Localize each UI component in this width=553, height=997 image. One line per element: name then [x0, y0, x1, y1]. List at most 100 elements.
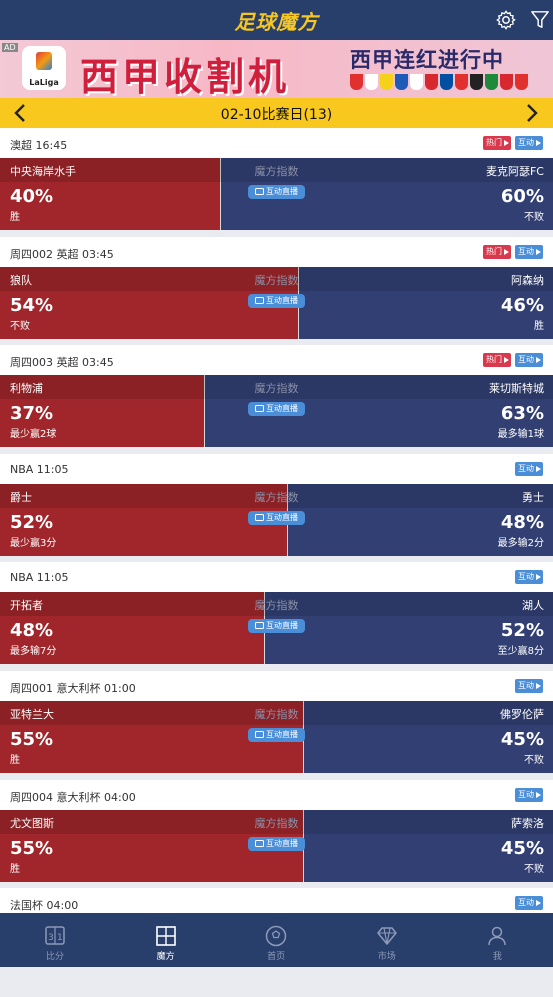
home-team: 狼队 — [10, 273, 32, 287]
match-card[interactable]: 澳超 16:45 热门 互动 魔方指数 互动直播 中央海岸水手 麦克阿瑟FC 40% 60% 胜 不… — [0, 128, 553, 237]
away-team: 勇士 — [522, 490, 544, 504]
hot-tag[interactable]: 热门 — [483, 244, 511, 259]
home-prediction: 最多输7分 — [10, 646, 57, 658]
away-percent: 48% — [500, 511, 544, 533]
away-percent: 45% — [500, 837, 544, 859]
interact-tag[interactable]: 互动 — [515, 570, 543, 585]
interact-tag[interactable]: 互动 — [515, 461, 543, 476]
away-percent: 60% — [500, 186, 544, 207]
team-name-strip — [0, 483, 553, 508]
match-header: 澳超 16:45 热门 互动 — [0, 128, 553, 158]
match-card[interactable]: 周四002 英超 03:45 热门 互动 魔方指数 互动直播 狼队 阿森纳 54% 46% 不败 胜 — [0, 236, 553, 346]
probability-bar: 魔方指数 互动直播 爵士 勇士 52% 48% 最少赢3分 最多输2分 — [0, 483, 553, 556]
interact-tag[interactable]: 互动 — [515, 896, 543, 911]
team-name-strip — [0, 700, 553, 725]
league-time: 法国杯 04:00 — [10, 899, 79, 913]
previous-day-arrow-icon[interactable] — [10, 102, 32, 124]
home-probability-fill — [0, 375, 205, 448]
home-prediction: 最少赢2球 — [10, 429, 57, 441]
bottom-tab-bar: 3 1 比分 魔方 首页 市场 我 — [0, 913, 553, 967]
away-team: 麦克阿瑟FC — [485, 165, 544, 178]
date-navigation: 02-10比赛日(13) — [0, 98, 553, 128]
club-badges — [350, 74, 528, 90]
tab-diamond[interactable]: 市场 — [332, 913, 442, 967]
home-prediction: 胜 — [10, 212, 20, 223]
tv-icon — [255, 622, 264, 630]
match-card[interactable]: NBA 11:05 互动 魔方指数 互动直播 开拓者 湖人 48% 52% 最多输7分 至少赢8分 — [0, 562, 553, 671]
team-name-strip — [0, 266, 553, 291]
tab-football[interactable]: 首页 — [221, 913, 331, 967]
match-card[interactable]: NBA 11:05 互动 魔方指数 互动直播 爵士 勇士 52% 48% 最少赢3分 最多输2分 — [0, 453, 553, 563]
tab-label: 魔方 — [156, 952, 175, 962]
svg-text:1: 1 — [57, 933, 63, 943]
away-percent: 46% — [500, 294, 544, 316]
settings-gear-icon[interactable] — [495, 9, 517, 31]
away-prediction: 胜 — [534, 320, 544, 332]
home-probability-fill — [0, 483, 288, 556]
live-interaction-button[interactable]: 互动直播 — [248, 510, 305, 525]
magic-index-label: 魔方指数 — [254, 490, 299, 504]
banner-subtitle: 西甲连红进行中 — [350, 48, 504, 72]
probability-bar: 魔方指数 互动直播 利物浦 莱切斯特城 37% 63% 最少赢2球 最多输1球 — [0, 375, 553, 448]
live-interaction-button[interactable]: 互动直播 — [248, 293, 305, 308]
league-time: 周四002 英超 03:45 — [10, 247, 114, 261]
football-icon — [265, 925, 287, 947]
league-time: 周四003 英超 03:45 — [10, 356, 114, 370]
home-team: 中央海岸水手 — [10, 165, 76, 178]
club-badge-icon — [440, 74, 453, 90]
filter-icon[interactable] — [530, 9, 550, 31]
tv-icon — [255, 839, 264, 847]
tab-user[interactable]: 我 — [442, 913, 552, 967]
club-badge-icon — [410, 74, 423, 90]
match-header: NBA 11:05 互动 — [0, 453, 553, 484]
home-team: 尤文图斯 — [10, 816, 54, 830]
away-prediction: 最多输2分 — [497, 537, 544, 549]
hot-tag[interactable]: 热门 — [483, 353, 511, 368]
match-card[interactable]: 周四003 英超 03:45 热门 互动 魔方指数 互动直播 利物浦 莱切斯特城 37% 63%… — [0, 345, 553, 454]
probability-bar: 魔方指数 互动直播 亚特兰大 佛罗伦萨 55% 45% 胜 不败 — [0, 700, 553, 773]
interact-tag[interactable]: 互动 — [515, 136, 543, 150]
live-interaction-button[interactable]: 互动直播 — [248, 185, 305, 199]
interact-tag[interactable]: 互动 — [515, 353, 543, 368]
club-badge-icon — [425, 74, 438, 90]
club-badge-icon — [350, 74, 363, 90]
live-interaction-button[interactable]: 互动直播 — [248, 619, 305, 634]
tab-label: 我 — [492, 952, 502, 962]
team-name-strip — [0, 592, 553, 617]
tv-icon — [255, 405, 264, 413]
home-team: 利物浦 — [10, 382, 43, 396]
ad-label: AD — [2, 43, 18, 52]
away-prediction: 至少赢8分 — [497, 646, 544, 658]
tab-scoreboard[interactable]: 3 1 比分 — [0, 913, 110, 967]
club-badge-icon — [470, 74, 483, 90]
league-time: 澳超 16:45 — [10, 139, 68, 152]
away-percent: 52% — [500, 620, 544, 642]
live-interaction-button[interactable]: 互动直播 — [248, 836, 305, 851]
home-team: 开拓者 — [10, 599, 43, 613]
league-time: 周四001 意大利杯 01:00 — [10, 681, 136, 695]
ad-banner[interactable]: AD LaLiga 西甲收割机 西甲连红进行中 — [0, 40, 553, 98]
match-header: 周四002 英超 03:45 热门 互动 — [0, 236, 553, 267]
away-team: 佛罗伦萨 — [500, 707, 544, 721]
live-label: 互动直播 — [266, 729, 298, 739]
interact-tag[interactable]: 互动 — [515, 678, 543, 693]
league-time: NBA 11:05 — [10, 571, 69, 585]
interact-tag[interactable]: 互动 — [515, 787, 543, 802]
tv-icon — [255, 513, 264, 521]
match-card[interactable]: 周四001 意大利杯 01:00 互动魔方指数 互动直播 亚特兰大 佛罗伦萨 55% 45%… — [0, 670, 553, 780]
svg-text:3: 3 — [48, 933, 54, 943]
next-day-arrow-icon[interactable] — [520, 102, 542, 124]
match-card[interactable]: 周四004 意大利杯 04:00 互动 魔方指数 互动直播 尤文图斯 萨索洛 55% 45% 胜… — [0, 779, 553, 889]
home-percent: 37% — [10, 403, 54, 425]
team-name-strip — [0, 375, 553, 400]
interact-tag[interactable]: 互动 — [515, 244, 543, 259]
live-interaction-button[interactable]: 互动直播 — [248, 402, 305, 417]
top-bar: 足球魔方 — [0, 0, 553, 40]
tab-cube-grid[interactable]: 魔方 — [111, 913, 221, 967]
home-percent: 52% — [10, 511, 54, 533]
probability-bar: 魔方指数 互动直播 中央海岸水手 麦克阿瑟FC 40% 60% 胜 不败 — [0, 158, 553, 230]
hot-tag[interactable]: 热门 — [483, 136, 511, 150]
home-percent: 54% — [10, 294, 54, 316]
away-prediction: 不败 — [524, 212, 544, 223]
live-interaction-button[interactable]: 互动直播 — [248, 727, 305, 742]
